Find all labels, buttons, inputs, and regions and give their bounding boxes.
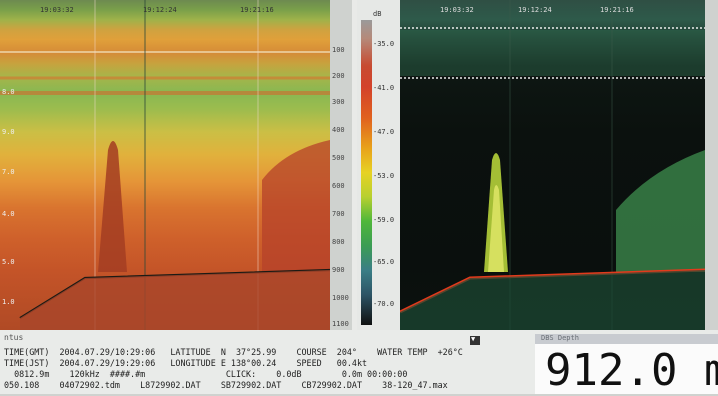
- time-label: 19:12:24: [518, 6, 552, 14]
- colorbar-unit: dB: [373, 10, 382, 18]
- colorbar-label: -70.0: [373, 300, 395, 308]
- status-line-1: TIME(GMT) 2004.07.29/10:29:06 LATITUDE N…: [4, 347, 463, 357]
- status-title: ntus: [4, 333, 24, 342]
- time-label: 19:21:16: [600, 6, 634, 14]
- depth-value: 912.0 m: [545, 345, 718, 396]
- depth-scale-tick: 500: [332, 154, 345, 162]
- depth-scale-tick: 800: [332, 238, 345, 246]
- colorbar-label: -41.0: [373, 84, 395, 92]
- left-echogram-features: [0, 0, 330, 330]
- plume-left: [98, 141, 127, 272]
- panel-divider: [352, 0, 357, 330]
- colorbar: [361, 20, 372, 325]
- colorbar-label: -35.0: [373, 40, 395, 48]
- colorbar-label: -59.0: [373, 216, 395, 224]
- right-echogram-panel: [400, 0, 705, 330]
- status-line-2: TIME(JST) 2004.07.29/19:29:06 LONGITUDE …: [4, 358, 368, 368]
- time-label: 19:21:16: [240, 6, 274, 14]
- depth-scale-tick: 400: [332, 126, 345, 134]
- left-depth-tick: 7.0: [2, 168, 15, 176]
- colorbar-label: -53.0: [373, 172, 395, 180]
- depth-scale-tick: 600: [332, 182, 345, 190]
- left-echogram-panel: 8.0 9.0 7.0 4.0 5.0 1.0: [0, 0, 330, 330]
- left-depth-tick: 8.0: [2, 88, 15, 96]
- time-label: 19:12:24: [143, 6, 177, 14]
- depth-scale-tick: 100: [332, 46, 345, 54]
- chevron-down-icon: ▼: [471, 335, 476, 343]
- left-depth-tick: 1.0: [2, 298, 15, 306]
- status-line-4: 050.108 04072902.tdm L8729902.DAT SB7299…: [4, 380, 448, 390]
- status-dropdown[interactable]: ▼: [470, 335, 480, 345]
- colorbar-label: -47.0: [373, 128, 395, 136]
- depth-panel-title: DBS Depth: [541, 334, 579, 342]
- colorbar-area: dB -35.0 -41.0 -47.0 -53.0 -59.0 -65.0 -…: [357, 0, 400, 330]
- depth-scale-tick: 300: [332, 98, 345, 106]
- left-depth-tick: 9.0: [2, 128, 15, 136]
- right-echogram-features: [400, 0, 705, 330]
- depth-scale-tick: 900: [332, 266, 345, 274]
- depth-panel: [535, 334, 718, 394]
- depth-scale-tick: 1100: [332, 320, 349, 328]
- left-depth-tick: 5.0: [2, 258, 15, 266]
- depth-scale-tick: 1000: [332, 294, 349, 302]
- status-line-3: 0812.9m 120kHz ####.#m CLICK: 0.0dB 0.0m…: [4, 369, 408, 379]
- time-label: 19:03:32: [440, 6, 474, 14]
- depth-scale-tick: 700: [332, 210, 345, 218]
- left-depth-tick: 4.0: [2, 210, 15, 218]
- depth-scale-tick: 200: [332, 72, 345, 80]
- time-label: 19:03:32: [40, 6, 74, 14]
- colorbar-label: -65.0: [373, 258, 395, 266]
- depth-panel-header: DBS Depth: [535, 334, 718, 344]
